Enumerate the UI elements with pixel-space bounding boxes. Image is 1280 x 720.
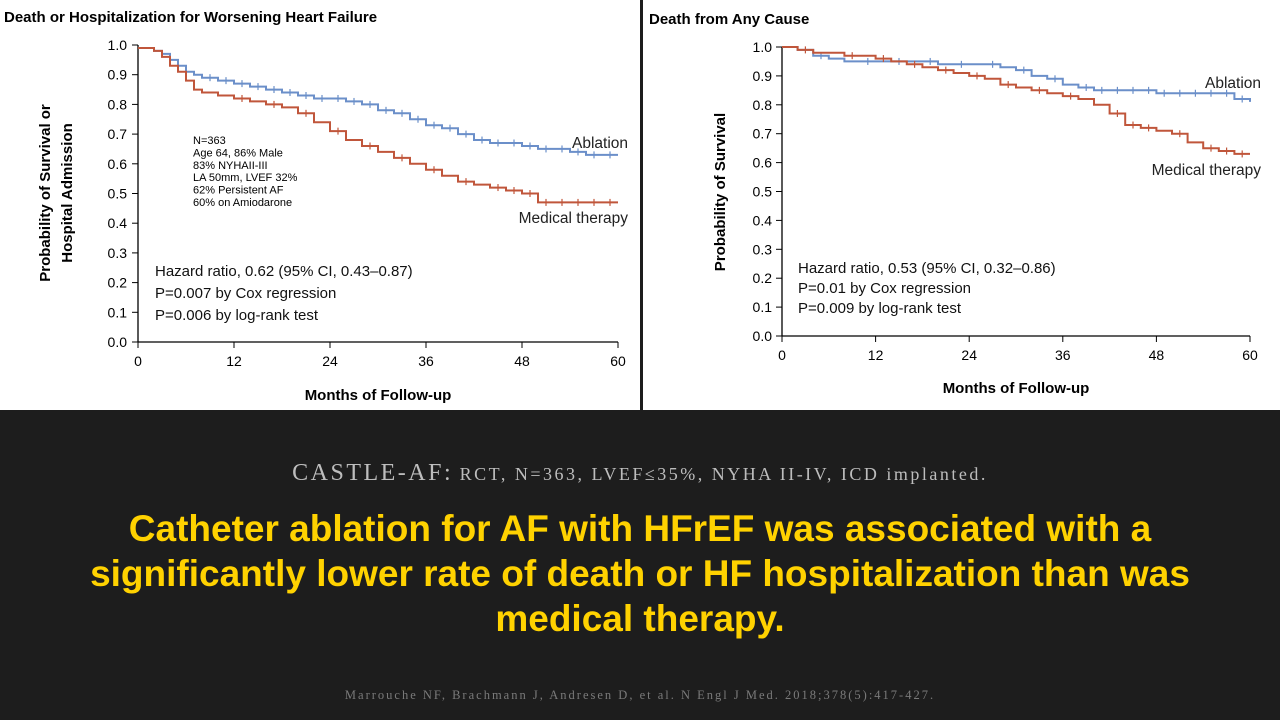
chart-title: Death or Hospitalization for Worsening H…: [4, 9, 377, 26]
km-chart-left: Death or Hospitalization for Worsening H…: [4, 9, 629, 404]
km-curve-medical-therapy: [782, 46, 1250, 155]
y-tick-label: 0.1: [753, 299, 773, 315]
y-tick-label: 0.5: [753, 184, 773, 200]
chart-title: Death from Any Cause: [649, 11, 809, 28]
citation: Marrouche NF, Brachmann J, Andresen D, e…: [344, 688, 936, 702]
series-label: Ablation: [572, 135, 628, 152]
y-tick-label: 0.0: [753, 328, 773, 344]
x-tick-label: 0: [778, 347, 786, 363]
y-tick-label: 1.0: [753, 39, 773, 55]
y-axis-title: Hospital Admission: [59, 123, 76, 262]
y-tick-label: 0.6: [753, 155, 773, 171]
x-tick-label: 24: [322, 353, 338, 369]
y-tick-label: 0.9: [108, 67, 128, 83]
stats-text: P=0.01 by Cox regression: [798, 280, 971, 297]
stats-text: Hazard ratio, 0.53 (95% CI, 0.32–0.86): [798, 260, 1056, 277]
x-axis-title: Months of Follow-up: [943, 380, 1090, 397]
y-tick-label: 0.1: [108, 304, 128, 320]
cohort-annotation: Age 64, 86% Male: [193, 147, 283, 159]
series-label: Medical therapy: [1152, 162, 1262, 179]
y-tick-label: 0.2: [108, 275, 128, 291]
stats-text: P=0.007 by Cox regression: [155, 285, 336, 302]
cohort-annotation: LA 50mm, LVEF 32%: [193, 172, 298, 184]
series-label: Ablation: [1205, 75, 1261, 92]
y-tick-label: 0.2: [753, 270, 773, 286]
y-tick-label: 0.7: [108, 126, 128, 142]
x-tick-label: 48: [1149, 347, 1165, 363]
stats-text: Hazard ratio, 0.62 (95% CI, 0.43–0.87): [155, 263, 413, 280]
y-axis-title: Probability of Survival: [712, 113, 729, 271]
x-tick-label: 60: [1242, 347, 1258, 363]
cohort-annotation: 83% NYHAII-III: [193, 160, 268, 172]
x-axis-title: Months of Follow-up: [305, 387, 452, 404]
y-tick-label: 0.3: [108, 245, 128, 261]
y-tick-label: 0.4: [108, 215, 128, 231]
x-tick-label: 36: [418, 353, 434, 369]
km-curve-medical-therapy: [138, 47, 618, 204]
stats-text: P=0.009 by log-rank test: [798, 300, 962, 317]
y-tick-label: 0.7: [753, 126, 773, 142]
x-tick-label: 60: [610, 353, 626, 369]
y-tick-label: 0.5: [108, 186, 128, 202]
series-label: Medical therapy: [519, 210, 629, 227]
km-chart-right-panel: Death from Any Cause 0.0 0.1 0.2 0.3 0.4 0.5 0.…: [643, 0, 1280, 410]
y-tick-label: 0.6: [108, 156, 128, 172]
cohort-annotation: N=363: [193, 135, 226, 147]
km-chart-left-panel: Death or Hospitalization for Worsening H…: [0, 0, 640, 410]
x-tick-label: 36: [1055, 347, 1071, 363]
y-tick-label: 0.8: [108, 96, 128, 112]
x-tick-label: 48: [514, 353, 530, 369]
y-axis-title: Probability of Survival or: [37, 104, 54, 282]
x-tick-label: 0: [134, 353, 142, 369]
y-tick-label: 0.4: [753, 212, 773, 228]
y-tick-label: 0.0: [108, 334, 128, 350]
panel-divider: [640, 0, 643, 410]
x-tick-label: 24: [961, 347, 977, 363]
y-tick-label: 0.9: [753, 68, 773, 84]
summary-banner: CASTLE-AF: RCT, N=363, LVEF≤35%, NYHA II…: [0, 410, 1280, 720]
cohort-annotation: 62% Persistent AF: [193, 185, 284, 197]
cohort-annotation: 60% on Amiodarone: [193, 197, 292, 209]
headline-conclusion: Catheter ablation for AF with HFrEF was …: [90, 508, 1190, 639]
km-chart-right: Death from Any Cause 0.0 0.1 0.2 0.3 0.4 0.5 0.…: [649, 11, 1262, 397]
study-name: CASTLE-AF:: [292, 460, 454, 486]
x-tick-label: 12: [868, 347, 884, 363]
study-summary-line: CASTLE-AF: RCT, N=363, LVEF≤35%, NYHA II…: [0, 460, 1280, 487]
stats-text: P=0.006 by log-rank test: [155, 307, 319, 324]
y-tick-label: 1.0: [108, 37, 128, 53]
y-tick-label: 0.3: [753, 241, 773, 257]
y-tick-label: 0.8: [753, 97, 773, 113]
x-tick-label: 12: [226, 353, 242, 369]
study-detail: RCT, N=363, LVEF≤35%, NYHA II-IV, ICD im…: [459, 464, 988, 484]
